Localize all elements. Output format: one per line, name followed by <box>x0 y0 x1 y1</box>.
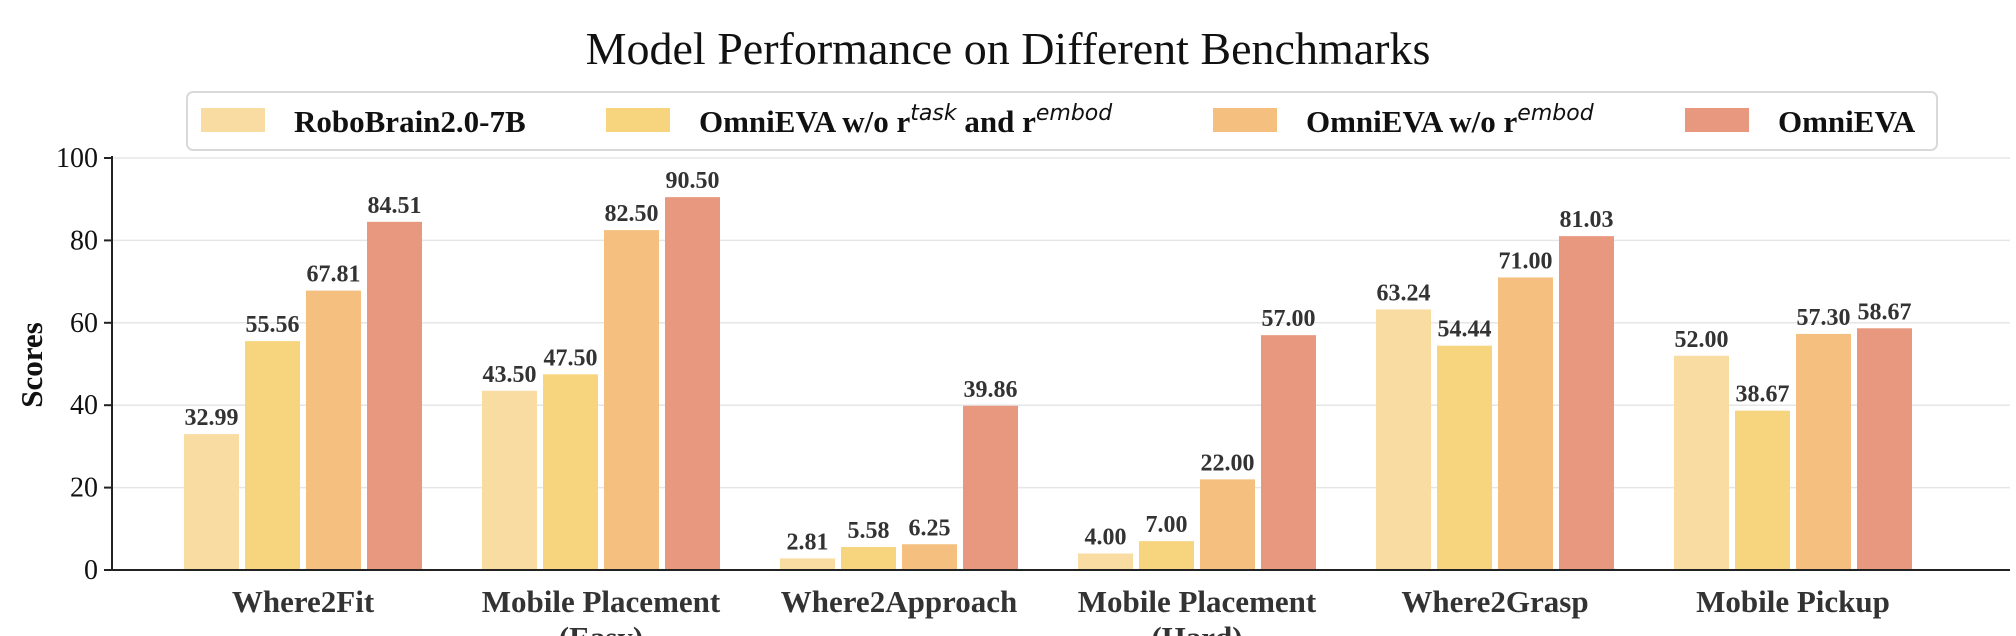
y-tick-label: 40 <box>70 390 98 421</box>
data-label: 32.99 <box>185 405 239 431</box>
bar <box>482 390 537 570</box>
bars: 32.99 43.50 2.81 4.00 63.24 52.00 55.56 47.50 5.… <box>184 168 1912 571</box>
bar <box>1139 541 1194 570</box>
y-tick-label: 0 <box>84 555 98 586</box>
bar <box>963 405 1018 570</box>
bar <box>1674 355 1729 570</box>
data-label: 54.44 <box>1438 317 1492 343</box>
bar <box>1261 335 1316 570</box>
bar <box>245 341 300 570</box>
legend-entry: OmniEVA <box>1778 104 1916 139</box>
axes: 0 20 40 60 80 100 Where2Fit Mobile Placement(Ea… <box>56 143 2010 636</box>
x-tick-label: Mobile Placement(Hard) <box>1078 584 1317 636</box>
y-tick-label: 20 <box>70 473 98 504</box>
legend-swatch <box>1685 108 1749 132</box>
chart-title: Model Performance on Different Benchmark… <box>586 23 1431 74</box>
bar <box>1796 333 1851 570</box>
y-tick-label: 80 <box>70 225 98 256</box>
bar <box>902 544 957 570</box>
data-label: 58.67 <box>1858 299 1912 325</box>
data-label: 22.00 <box>1201 450 1255 476</box>
data-label: 6.25 <box>909 515 951 541</box>
data-label: 90.50 <box>666 168 720 194</box>
data-label: 67.81 <box>307 262 361 288</box>
legend: RoboBrain2.0-7B OmniEVA w/o rtask and rem… <box>186 91 1938 151</box>
legend-frame <box>186 91 1938 151</box>
data-label: 38.67 <box>1736 382 1790 408</box>
legend-swatch <box>201 108 265 132</box>
data-label: 39.86 <box>964 377 1018 403</box>
data-label: 81.03 <box>1560 207 1614 233</box>
x-tick-label: Mobile Placement(Easy) <box>482 584 721 636</box>
bar <box>543 374 598 570</box>
data-label: 5.58 <box>848 518 890 544</box>
x-tick-label: Where2Grasp <box>1401 584 1588 619</box>
data-label: 84.51 <box>368 193 422 219</box>
legend-swatch <box>606 108 670 132</box>
x-tick-label: Where2Fit <box>232 584 375 619</box>
legend-entry: RoboBrain2.0-7B <box>294 104 526 139</box>
bar <box>841 547 896 570</box>
bar <box>1498 277 1553 570</box>
data-label: 82.50 <box>605 201 659 227</box>
y-tick-label: 60 <box>70 308 98 339</box>
y-tick-label: 100 <box>56 143 98 174</box>
data-label: 71.00 <box>1499 248 1553 274</box>
data-label: 7.00 <box>1146 512 1188 538</box>
data-label: 43.50 <box>483 362 537 388</box>
bar <box>1200 479 1255 570</box>
data-label: 57.00 <box>1262 306 1316 332</box>
data-label: 2.81 <box>787 529 829 555</box>
x-tick-label: Where2Approach <box>781 584 1018 619</box>
bar <box>1376 309 1431 570</box>
bar <box>1078 553 1133 570</box>
bar <box>1857 328 1912 570</box>
bar <box>1735 410 1790 570</box>
data-label: 57.30 <box>1797 305 1851 331</box>
bar <box>780 558 835 570</box>
bar <box>184 434 239 570</box>
data-label: 63.24 <box>1377 280 1431 306</box>
data-label: 4.00 <box>1085 525 1127 551</box>
legend-swatch <box>1213 108 1277 132</box>
data-label: 55.56 <box>246 312 300 338</box>
bar <box>306 290 361 570</box>
y-axis-label: Scores <box>14 322 49 408</box>
legend-entry: OmniEVA w/o rembod <box>1306 101 1595 139</box>
x-tick-label: Mobile Pickup <box>1696 584 1890 619</box>
bar <box>367 221 422 571</box>
data-label: 52.00 <box>1675 327 1729 353</box>
bar <box>1559 236 1614 570</box>
bar <box>1437 345 1492 570</box>
legend-entry: OmniEVA w/o rtask and rembod <box>699 101 1113 139</box>
bar <box>604 230 659 570</box>
data-label: 47.50 <box>544 345 598 371</box>
bar <box>665 197 720 570</box>
